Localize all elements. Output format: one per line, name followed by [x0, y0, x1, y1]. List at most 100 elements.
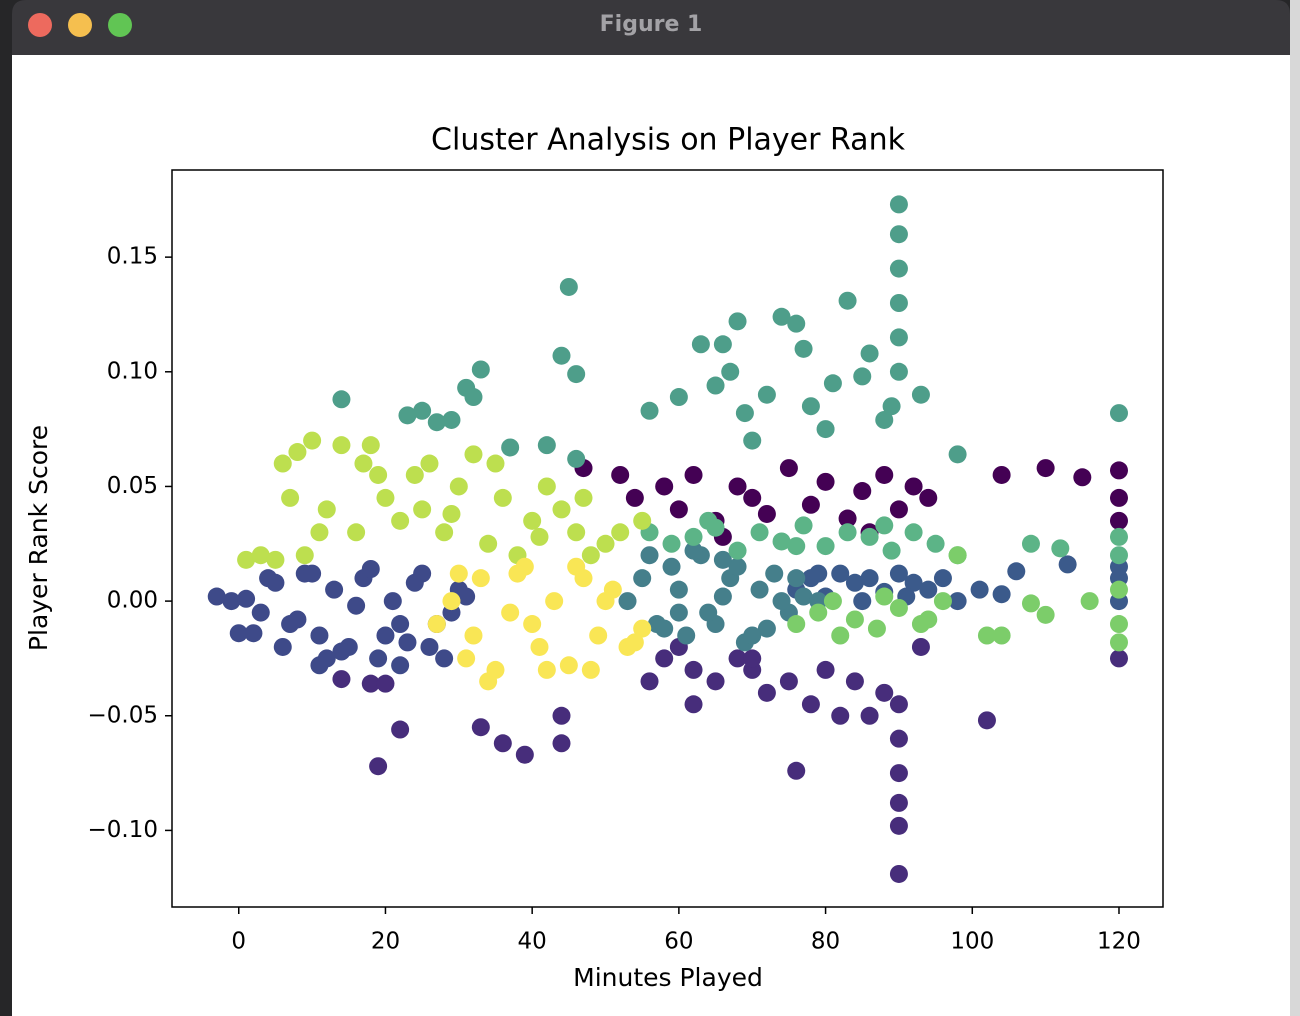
- scatter-point: [992, 626, 1011, 645]
- scatter-point: [1058, 555, 1077, 574]
- scatter-point: [413, 500, 432, 519]
- scatter-point: [523, 615, 542, 634]
- scatter-point: [310, 626, 329, 645]
- scatter-point: [493, 488, 512, 507]
- scatter-point: [735, 404, 754, 423]
- scatter-point: [801, 695, 820, 714]
- scatter-point: [640, 672, 659, 691]
- scatter-point: [765, 564, 784, 583]
- close-button[interactable]: [28, 13, 52, 37]
- scatter-point: [860, 706, 879, 725]
- scatter-point: [303, 431, 322, 450]
- scatter-point: [633, 569, 652, 588]
- scatter-point: [853, 592, 872, 611]
- scatter-point: [625, 633, 644, 652]
- scatter-point: [1073, 468, 1092, 487]
- y-tick-label: 0.05: [107, 473, 158, 499]
- scatter-point: [933, 592, 952, 611]
- scatter-point: [1109, 615, 1128, 634]
- scatter-point: [713, 587, 732, 606]
- scatter-point: [251, 603, 270, 622]
- x-tick-label: 120: [1097, 929, 1141, 955]
- scatter-point: [721, 362, 740, 381]
- scatter-point: [787, 537, 806, 556]
- scatter-point: [684, 660, 703, 679]
- x-tick-label: 0: [231, 929, 246, 955]
- scatter-point: [992, 585, 1011, 604]
- scatter-point: [977, 711, 996, 730]
- scatter-point: [435, 523, 454, 542]
- scatter-point: [787, 314, 806, 333]
- scatter-point: [706, 672, 725, 691]
- scatter-point: [831, 564, 850, 583]
- scatter-point: [838, 291, 857, 310]
- scatter-point: [332, 436, 351, 455]
- scatter-point: [875, 587, 894, 606]
- scatter-point: [288, 443, 307, 462]
- scatter-point: [889, 293, 908, 312]
- scatter-point: [501, 438, 520, 457]
- plot-area: [207, 195, 1128, 883]
- scatter-point: [757, 683, 776, 702]
- scatter-point: [427, 615, 446, 634]
- scatter-point: [1051, 539, 1070, 558]
- scatter-point: [816, 420, 835, 439]
- scatter-point: [875, 683, 894, 702]
- scatter-point: [691, 335, 710, 354]
- scatter-point: [728, 649, 747, 668]
- scatter-point: [728, 557, 747, 576]
- scatter-point: [1109, 404, 1128, 423]
- scatter-point: [882, 397, 901, 416]
- scatter-point: [787, 615, 806, 634]
- scatter-point: [317, 500, 336, 519]
- scatter-point: [545, 592, 564, 611]
- scatter-point: [1109, 511, 1128, 530]
- scatter-point: [332, 642, 351, 661]
- scatter-point: [809, 603, 828, 622]
- scatter-point: [875, 410, 894, 429]
- scatter-point: [449, 477, 468, 496]
- scatter-point: [992, 465, 1011, 484]
- minimize-button[interactable]: [68, 13, 92, 37]
- scatter-point: [875, 516, 894, 535]
- scatter-point: [875, 465, 894, 484]
- scatter-point: [449, 564, 468, 583]
- scatter-point: [787, 569, 806, 588]
- scatter-point: [684, 527, 703, 546]
- scatter-point: [640, 546, 659, 565]
- scatter-point: [229, 624, 248, 643]
- scatter-point: [889, 764, 908, 783]
- scatter-point: [457, 649, 476, 668]
- scatter-point: [728, 312, 747, 331]
- scatter-point: [471, 360, 490, 379]
- scatter-point: [1036, 605, 1055, 624]
- scatter-point: [369, 649, 388, 668]
- scatter-point: [303, 564, 322, 583]
- scatter-point: [743, 431, 762, 450]
- zoom-button[interactable]: [108, 13, 132, 37]
- scatter-point: [911, 637, 930, 656]
- scatter-point: [816, 660, 835, 679]
- scatter-point: [391, 656, 410, 675]
- scatter-point: [383, 592, 402, 611]
- scatter-point: [684, 541, 703, 560]
- scatter-point: [816, 472, 835, 491]
- scatter-point: [823, 374, 842, 393]
- scatter-point: [977, 626, 996, 645]
- y-tick-label: −0.05: [88, 702, 158, 728]
- scatter-point: [911, 385, 930, 404]
- scatter-point: [530, 527, 549, 546]
- x-axis-label: Minutes Played: [573, 963, 763, 992]
- scatter-point: [831, 706, 850, 725]
- scatter-point: [904, 477, 923, 496]
- scatter-point: [369, 465, 388, 484]
- scatter-point: [948, 592, 967, 611]
- scatter-point: [787, 761, 806, 780]
- scatter-point: [640, 401, 659, 420]
- scatter-point: [552, 734, 571, 753]
- scatter-point: [757, 504, 776, 523]
- scatter-point: [479, 672, 498, 691]
- scatter-point: [574, 488, 593, 507]
- y-axis-label: Player Rank Score: [24, 425, 53, 651]
